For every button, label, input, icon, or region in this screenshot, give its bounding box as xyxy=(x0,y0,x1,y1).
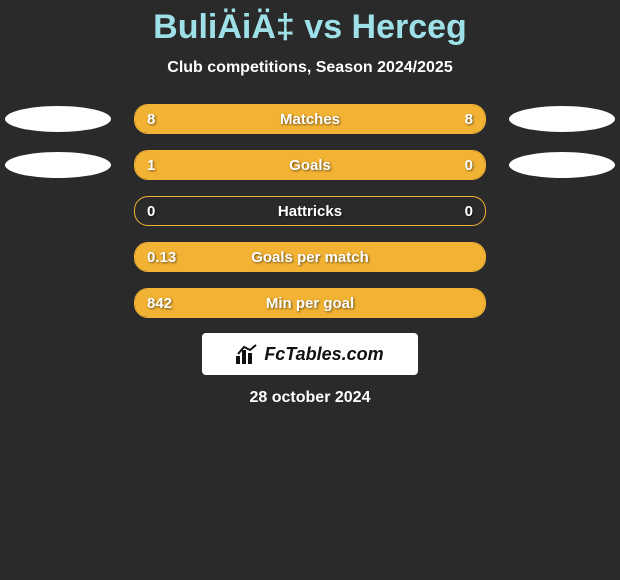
left-ellipse-icon xyxy=(5,106,111,132)
left-ellipse-icon xyxy=(5,152,111,178)
stats-area: 8 Matches 8 1 Goals 0 xyxy=(0,103,620,319)
stat-row: 1 Goals 0 xyxy=(0,149,620,181)
stat-label: Hattricks xyxy=(135,197,485,225)
stat-right-value: 8 xyxy=(465,105,473,133)
stat-right-value: 0 xyxy=(465,151,473,179)
left-side-slot xyxy=(0,152,116,178)
stat-label: Matches xyxy=(135,105,485,133)
page-title: BuliÄiÄ‡ vs Herceg xyxy=(0,8,620,47)
stat-label: Min per goal xyxy=(135,289,485,317)
brand-text: FcTables.com xyxy=(264,344,383,365)
right-ellipse-icon xyxy=(509,106,615,132)
stat-bar: 8 Matches 8 xyxy=(134,104,486,134)
stat-right-value: 0 xyxy=(465,197,473,225)
stat-row: 842 Min per goal xyxy=(0,287,620,319)
stat-label: Goals xyxy=(135,151,485,179)
left-side-slot xyxy=(0,106,116,132)
right-ellipse-icon xyxy=(509,152,615,178)
stat-row: 8 Matches 8 xyxy=(0,103,620,135)
comparison-widget: BuliÄiÄ‡ vs Herceg Club competitions, Se… xyxy=(0,8,620,580)
stat-bar: 842 Min per goal xyxy=(134,288,486,318)
right-side-slot xyxy=(504,152,620,178)
right-side-slot xyxy=(504,106,620,132)
stat-row: 0.13 Goals per match xyxy=(0,241,620,273)
stat-bar: 0.13 Goals per match xyxy=(134,242,486,272)
brand-logo[interactable]: FcTables.com xyxy=(202,333,418,375)
stat-bar: 0 Hattricks 0 xyxy=(134,196,486,226)
chart-icon xyxy=(236,344,258,364)
page-subtitle: Club competitions, Season 2024/2025 xyxy=(0,59,620,77)
stat-bar: 1 Goals 0 xyxy=(134,150,486,180)
stat-row: 0 Hattricks 0 xyxy=(0,195,620,227)
stat-label: Goals per match xyxy=(135,243,485,271)
date-label: 28 october 2024 xyxy=(0,389,620,407)
